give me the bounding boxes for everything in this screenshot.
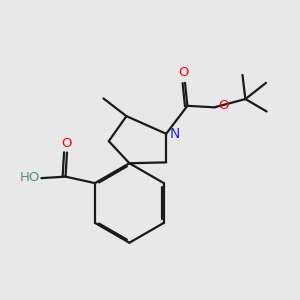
Text: N: N	[170, 127, 180, 141]
Text: O: O	[62, 136, 72, 150]
Text: O: O	[178, 66, 189, 79]
Text: HO: HO	[20, 171, 40, 184]
Text: O: O	[218, 99, 229, 112]
